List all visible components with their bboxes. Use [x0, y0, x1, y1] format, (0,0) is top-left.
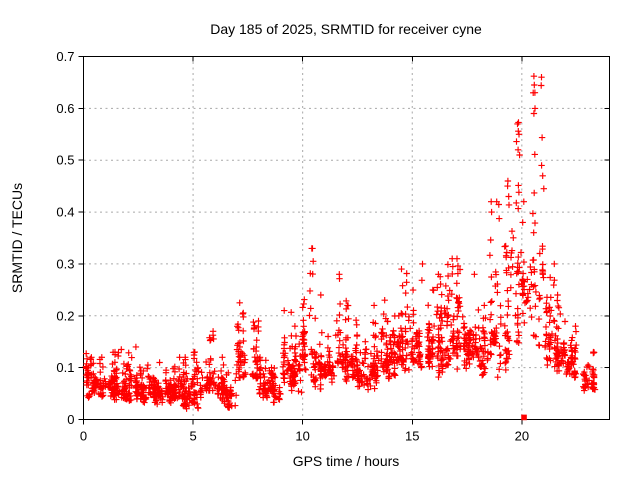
- chart-title: Day 185 of 2025, SRMTID for receiver cyn…: [210, 21, 482, 37]
- svg-text:0: 0: [67, 412, 74, 427]
- svg-text:0: 0: [80, 429, 87, 444]
- svg-text:0.4: 0.4: [56, 205, 74, 220]
- axis-frame: [78, 56, 610, 425]
- svg-text:0.1: 0.1: [56, 360, 74, 375]
- svg-text:15: 15: [405, 429, 419, 444]
- svg-text:0.7: 0.7: [56, 49, 74, 64]
- svg-text:20: 20: [515, 429, 529, 444]
- scatter-points: [82, 73, 599, 421]
- svg-text:5: 5: [189, 429, 196, 444]
- svg-text:0.6: 0.6: [56, 101, 74, 116]
- tick-labels: 0 5 10 15 20 0 0.1 0.2 0.3 0.4 0.5 0.6 0.7: [56, 49, 529, 444]
- svg-text:10: 10: [295, 429, 309, 444]
- svg-text:0.3: 0.3: [56, 256, 74, 271]
- y-axis-label: SRMTID / TECUs: [9, 183, 25, 293]
- svg-text:0.2: 0.2: [56, 308, 74, 323]
- square-marker-point: [521, 414, 527, 421]
- svg-text:0.5: 0.5: [56, 153, 74, 168]
- x-axis-label: GPS time / hours: [293, 453, 400, 469]
